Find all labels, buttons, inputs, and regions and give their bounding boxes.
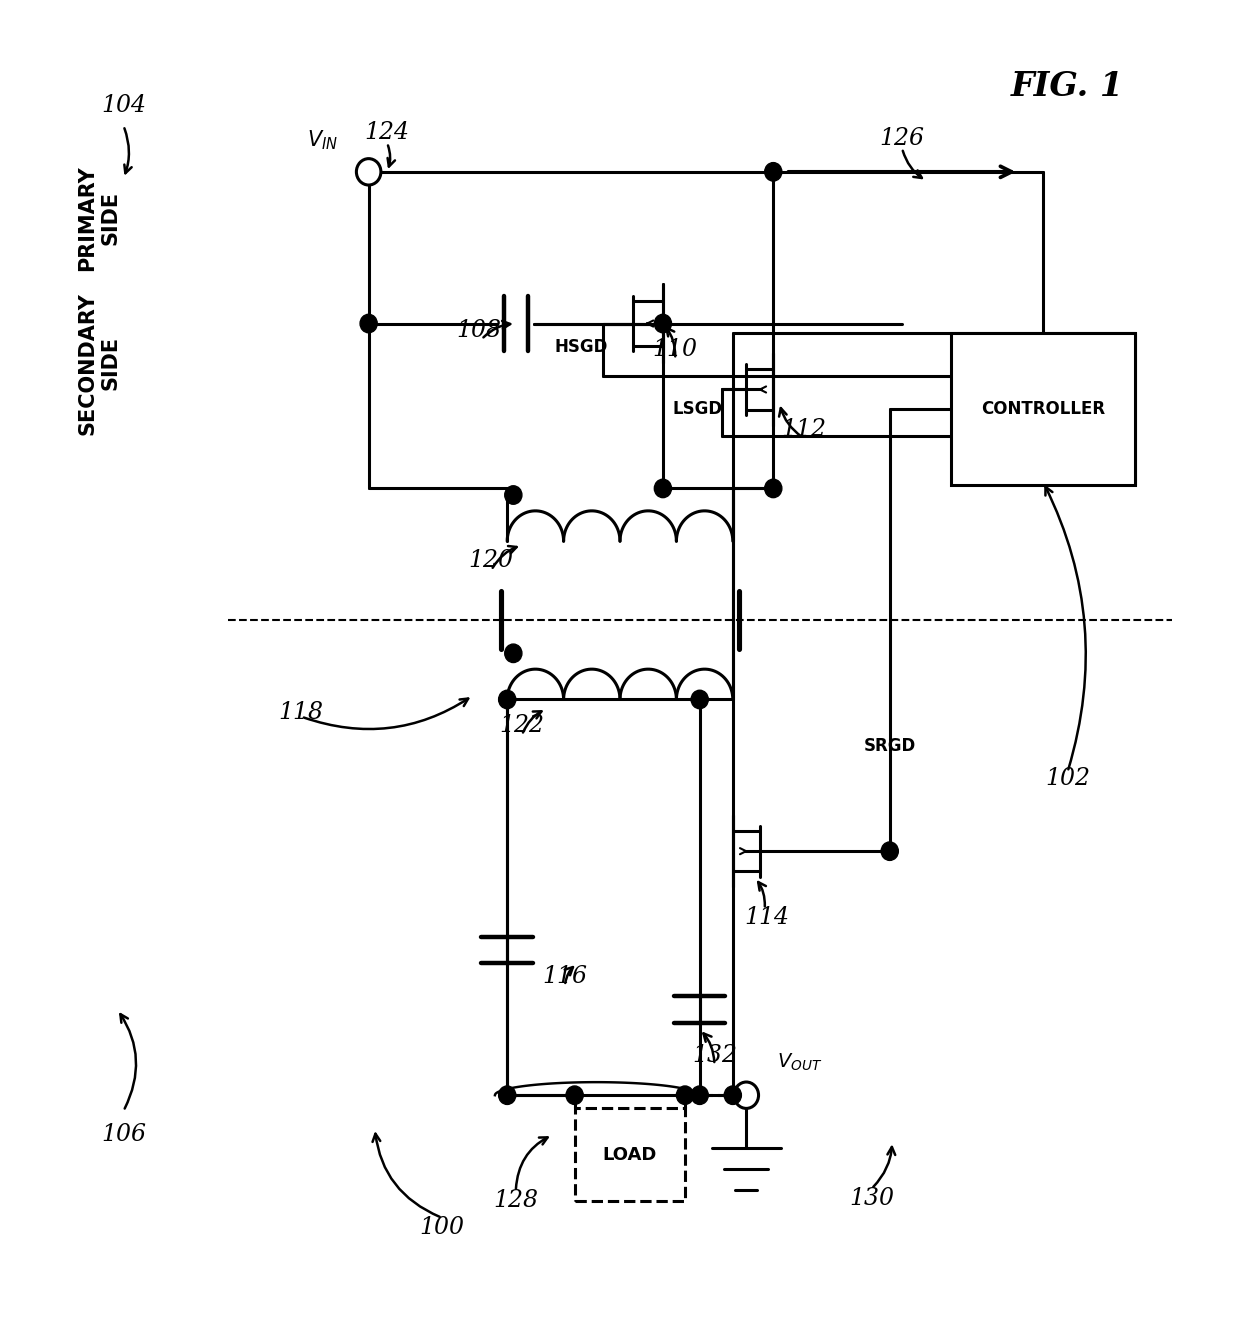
Circle shape <box>765 163 782 181</box>
Bar <box>574 1109 684 1201</box>
Text: 108: 108 <box>456 319 501 341</box>
Circle shape <box>691 1086 708 1105</box>
Text: 122: 122 <box>500 714 544 737</box>
Text: 106: 106 <box>100 1124 146 1146</box>
Circle shape <box>655 479 672 497</box>
Circle shape <box>882 842 898 860</box>
Text: HSGD: HSGD <box>554 339 608 356</box>
Bar <box>951 333 1135 485</box>
Circle shape <box>565 1086 583 1105</box>
Text: FIG. 1: FIG. 1 <box>1011 69 1125 103</box>
Text: PRIMARY
SIDE: PRIMARY SIDE <box>77 165 120 271</box>
Text: 104: 104 <box>100 95 146 117</box>
Text: 118: 118 <box>279 701 324 724</box>
Text: 100: 100 <box>419 1216 465 1238</box>
Text: SRGD: SRGD <box>863 737 916 754</box>
Circle shape <box>356 159 381 185</box>
Text: CONTROLLER: CONTROLLER <box>981 400 1105 419</box>
Circle shape <box>498 1086 516 1105</box>
Circle shape <box>360 315 377 333</box>
Text: 112: 112 <box>781 417 826 441</box>
Text: 114: 114 <box>745 905 790 929</box>
Circle shape <box>765 479 782 497</box>
Circle shape <box>676 1086 693 1105</box>
Circle shape <box>498 690 516 709</box>
Text: 130: 130 <box>849 1186 894 1209</box>
Circle shape <box>505 644 522 663</box>
Text: 128: 128 <box>494 1189 538 1212</box>
Circle shape <box>655 315 672 333</box>
Text: 116: 116 <box>542 965 588 988</box>
Circle shape <box>724 1086 742 1105</box>
Circle shape <box>691 690 708 709</box>
Circle shape <box>505 485 522 504</box>
Text: LOAD: LOAD <box>603 1145 657 1164</box>
Circle shape <box>734 1082 759 1109</box>
Text: 102: 102 <box>1045 766 1090 790</box>
Text: 132: 132 <box>692 1044 737 1068</box>
Text: $V_{IN}$: $V_{IN}$ <box>306 128 339 152</box>
Text: SECONDARY
SIDE: SECONDARY SIDE <box>77 292 120 435</box>
Text: 110: 110 <box>652 339 698 361</box>
Text: LSGD: LSGD <box>672 400 723 419</box>
Text: 126: 126 <box>879 128 925 151</box>
Text: $V_{OUT}$: $V_{OUT}$ <box>777 1052 822 1073</box>
Text: 120: 120 <box>469 549 513 572</box>
Text: 124: 124 <box>365 121 409 144</box>
